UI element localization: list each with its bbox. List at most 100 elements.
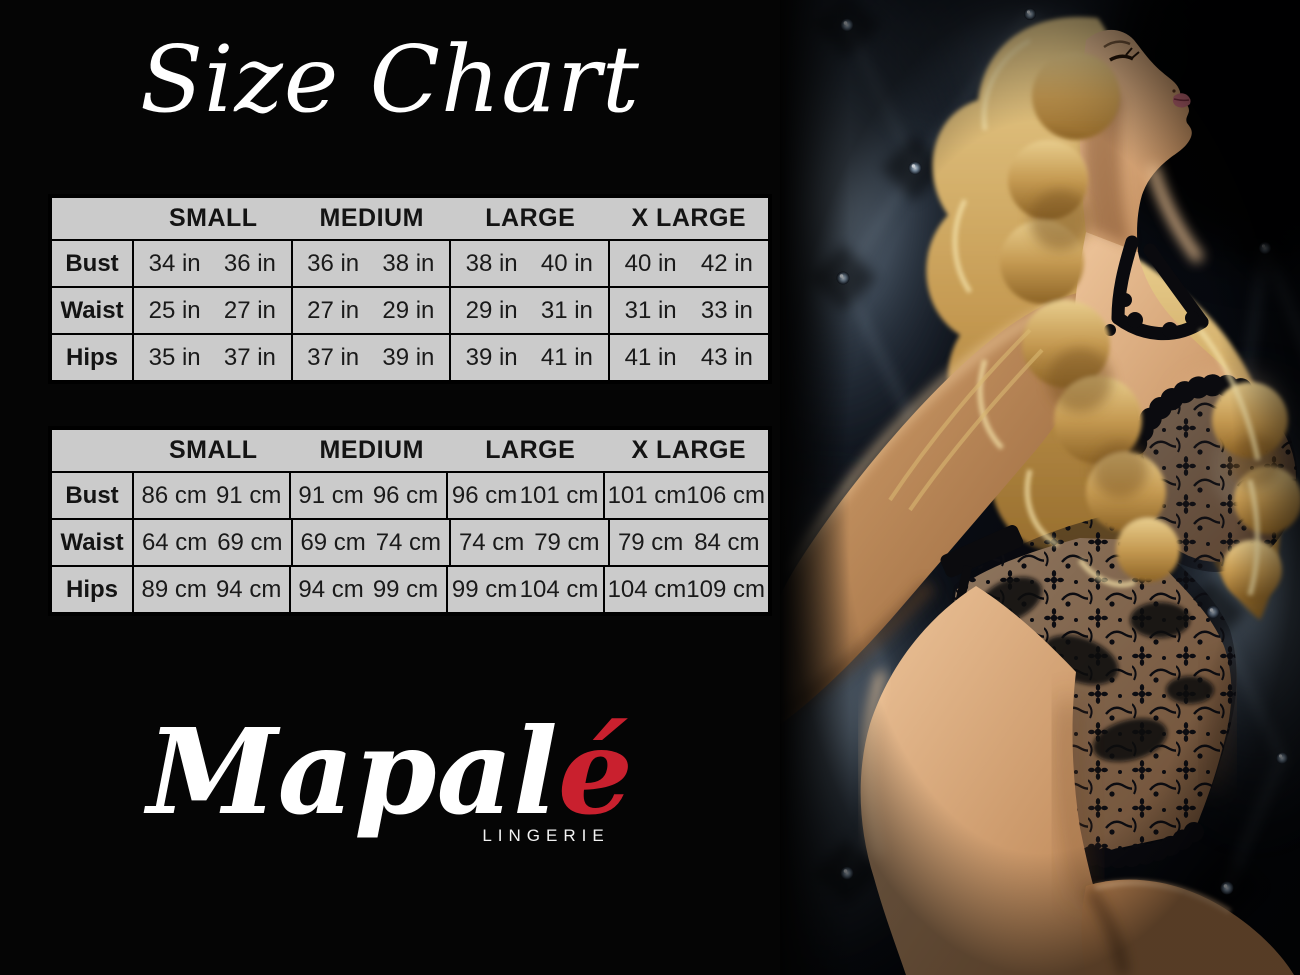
measurement-value: 37 in <box>307 343 360 371</box>
measurement-value: 69 cm <box>300 528 366 556</box>
measurement-cell: 41 in 43 in <box>610 335 769 380</box>
measurement-value: 36 in <box>307 249 360 277</box>
measurement-value: 25 in <box>148 296 201 324</box>
measurement-value: 40 in <box>540 249 593 277</box>
size-table-centimeters: SMALL MEDIUM LARGE X LARGE Bust 86 cm 91 … <box>48 426 772 616</box>
measurement-value: 35 in <box>148 343 201 371</box>
measurement-value: 106 cm <box>686 481 765 509</box>
measurement-value: 43 in <box>700 343 753 371</box>
brand-wordmark: Mapalé <box>0 704 780 840</box>
measurement-value: 91 cm <box>215 481 282 509</box>
measurement-value: 101 cm <box>519 481 599 509</box>
measurement-cell: 99 cm 104 cm <box>448 567 605 612</box>
measurement-value: 27 in <box>223 296 276 324</box>
brand-name-accent: é <box>557 702 633 841</box>
table-row-bust: Bust 34 in 36 in 36 in 38 in 38 in 40 in 40… <box>52 241 768 288</box>
row-label: Waist <box>52 288 134 333</box>
row-label: Waist <box>52 520 134 565</box>
measurement-cell: 29 in 31 in <box>451 288 610 333</box>
measurement-value: 29 in <box>465 296 518 324</box>
measurement-cell: 39 in 41 in <box>451 335 610 380</box>
measurement-value: 39 in <box>382 343 435 371</box>
table-row-waist: Waist 64 cm 69 cm 69 cm 74 cm 74 cm 79 cm 7… <box>52 520 768 567</box>
measurement-value: 38 in <box>465 249 518 277</box>
info-panel: Size Chart SMALL MEDIUM LARGE X LARGE Bu… <box>0 26 780 846</box>
measurement-value: 33 in <box>700 296 753 324</box>
table-row-waist: Waist 25 in 27 in 27 in 29 in 29 in 31 in 3… <box>52 288 768 335</box>
measurement-cell: 86 cm 91 cm <box>134 473 291 518</box>
table-row-hips: Hips 35 in 37 in 37 in 39 in 39 in 41 in 41… <box>52 335 768 380</box>
measurement-value: 89 cm <box>141 575 207 603</box>
table-header-row: SMALL MEDIUM LARGE X LARGE <box>52 198 768 241</box>
row-label: Bust <box>52 473 134 518</box>
measurement-cell: 94 cm 99 cm <box>291 567 448 612</box>
measurement-value: 64 cm <box>141 528 208 556</box>
table-header-row: SMALL MEDIUM LARGE X LARGE <box>52 430 768 473</box>
measurement-value: 41 in <box>624 343 677 371</box>
measurement-cell: 37 in 39 in <box>293 335 451 380</box>
row-label: Hips <box>52 335 134 380</box>
measurement-cell: 35 in 37 in <box>134 335 293 380</box>
model-photo <box>780 0 1300 975</box>
measurement-value: 94 cm <box>215 575 282 603</box>
measurement-value: 39 in <box>465 343 518 371</box>
measurement-cell: 64 cm 69 cm <box>134 520 293 565</box>
row-label: Bust <box>52 241 134 286</box>
measurement-value: 84 cm <box>694 528 760 556</box>
measurement-value: 99 cm <box>451 575 518 603</box>
measurement-value: 99 cm <box>372 575 439 603</box>
measurement-value: 96 cm <box>451 481 518 509</box>
column-header-xlarge: X LARGE <box>631 436 747 464</box>
measurement-cell: 104 cm 109 cm <box>605 567 768 612</box>
column-header-large: LARGE <box>485 204 576 232</box>
measurement-value: 41 in <box>540 343 593 371</box>
measurement-value: 79 cm <box>534 528 600 556</box>
measurement-cell: 101 cm 106 cm <box>605 473 768 518</box>
measurement-value: 69 cm <box>217 528 283 556</box>
measurement-cell: 25 in 27 in <box>134 288 293 333</box>
measurement-value: 104 cm <box>519 575 599 603</box>
measurement-value: 94 cm <box>298 575 364 603</box>
measurement-value: 96 cm <box>372 481 439 509</box>
measurement-cell: 96 cm 101 cm <box>448 473 605 518</box>
measurement-value: 42 in <box>700 249 753 277</box>
measurement-cell: 89 cm 94 cm <box>134 567 291 612</box>
measurement-value: 101 cm <box>607 481 687 509</box>
corner-cell <box>52 198 134 239</box>
measurement-value: 38 in <box>382 249 435 277</box>
brand-logo: Mapalé LINGERIE <box>0 704 780 846</box>
measurement-value: 27 in <box>307 296 360 324</box>
column-header-medium: MEDIUM <box>319 436 424 464</box>
measurement-value: 79 cm <box>617 528 684 556</box>
brand-tagline: LINGERIE <box>482 825 610 845</box>
size-table-inches: SMALL MEDIUM LARGE X LARGE Bust 34 in 36 … <box>48 194 772 384</box>
measurement-value: 34 in <box>148 249 201 277</box>
measurement-value: 74 cm <box>458 528 525 556</box>
measurement-value: 29 in <box>382 296 435 324</box>
column-header-small: SMALL <box>168 204 258 232</box>
measurement-cell: 34 in 36 in <box>134 241 293 286</box>
table-row-bust: Bust 86 cm 91 cm 91 cm 96 cm 96 cm 101 cm 1… <box>52 473 768 520</box>
measurement-value: 31 in <box>624 296 677 324</box>
measurement-value: 37 in <box>223 343 276 371</box>
row-label: Hips <box>52 567 134 612</box>
measurement-value: 40 in <box>624 249 677 277</box>
column-header-xlarge: X LARGE <box>631 204 747 232</box>
column-header-small: SMALL <box>168 436 258 464</box>
measurement-value: 31 in <box>540 296 593 324</box>
measurement-value: 36 in <box>223 249 276 277</box>
measurement-value: 104 cm <box>607 575 687 603</box>
measurement-value: 86 cm <box>141 481 207 509</box>
measurement-cell: 79 cm 84 cm <box>610 520 769 565</box>
measurement-value: 109 cm <box>686 575 765 603</box>
measurement-value: 74 cm <box>375 528 442 556</box>
vignette <box>780 0 1300 975</box>
measurement-cell: 74 cm 79 cm <box>451 520 610 565</box>
measurement-cell: 69 cm 74 cm <box>293 520 451 565</box>
brand-name-main: Mapal <box>147 702 558 841</box>
measurement-cell: 91 cm 96 cm <box>291 473 448 518</box>
table-row-hips: Hips 89 cm 94 cm 94 cm 99 cm 99 cm 104 cm 1… <box>52 567 768 612</box>
measurement-cell: 38 in 40 in <box>451 241 610 286</box>
corner-cell <box>52 430 134 471</box>
